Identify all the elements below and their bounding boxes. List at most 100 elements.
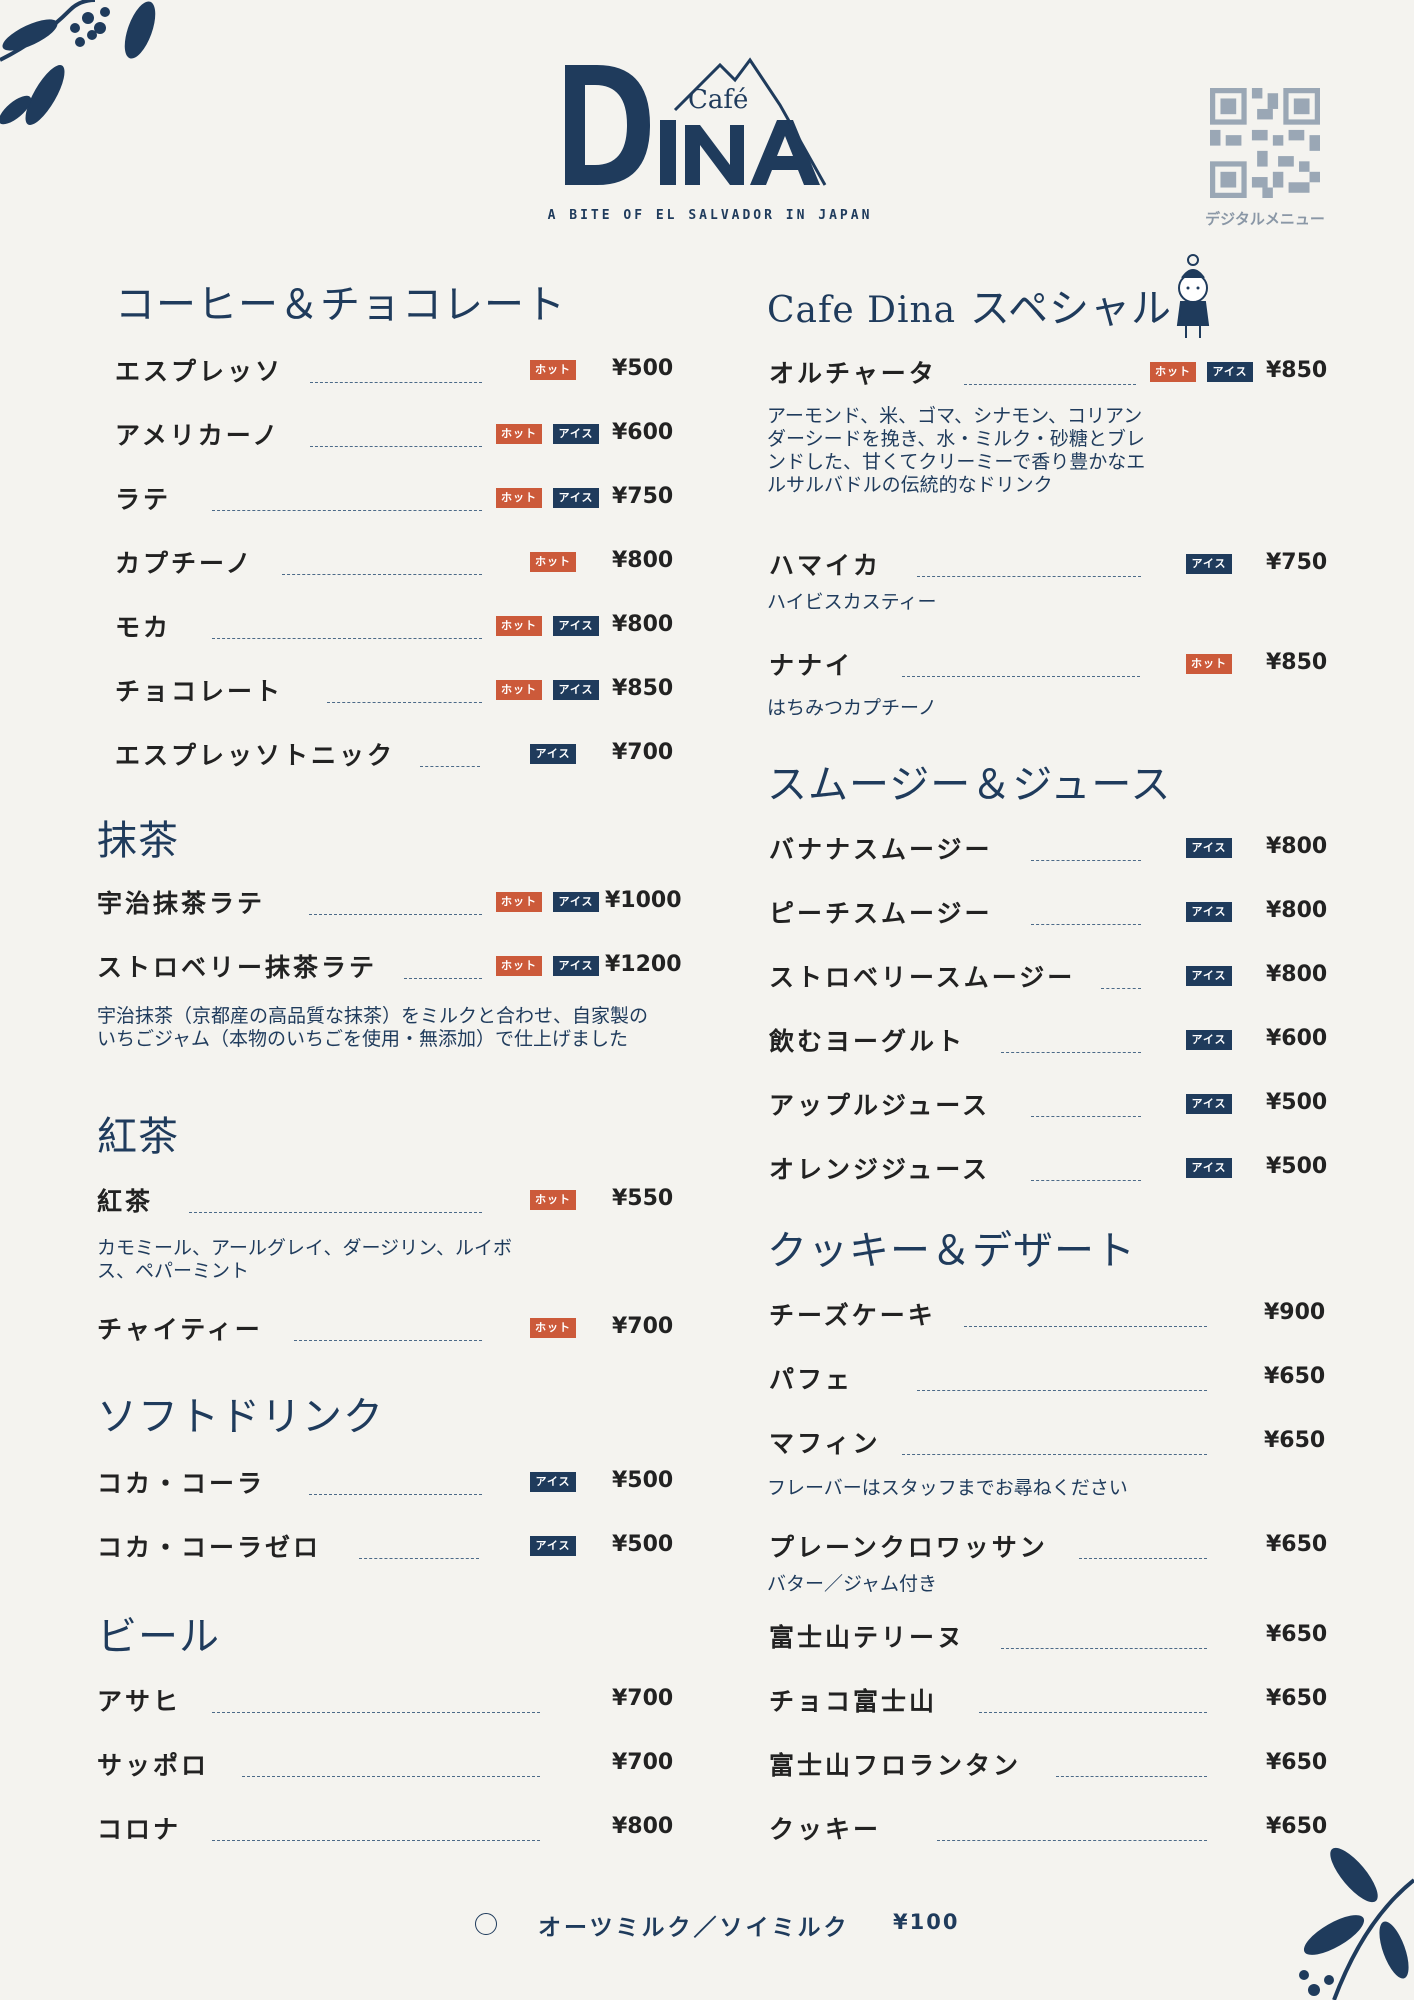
item-name: 富士山フロランタン (769, 1751, 1022, 1780)
item-description: 宇治抹茶（京都産の高品質な抹茶）をミルクと合わせ、自家製のいちごジャム（本物のい… (97, 1005, 649, 1050)
item-price: ¥800 (1266, 962, 1328, 987)
section-title-coffee: コーヒー＆チョコレート (115, 282, 566, 328)
leader-line (309, 1494, 482, 1495)
item-name: アメリカーノ (115, 421, 281, 450)
milk-option-name: オーツミルク／ソイミルク (538, 1915, 850, 1941)
ice-badge: アイス (530, 1472, 576, 1492)
leader-line (917, 576, 1141, 577)
item-description: ハイビスカスティー (767, 591, 937, 613)
item-price: ¥850 (612, 676, 674, 701)
item-price: ¥700 (612, 1314, 674, 1339)
milk-option-price: ¥100 (893, 1910, 960, 1934)
special-title-jp: スペシャル (969, 286, 1173, 332)
item-name: サッポロ (97, 1751, 210, 1780)
option-checkbox[interactable] (475, 1913, 497, 1935)
leader-line (1031, 1116, 1141, 1117)
item-price: ¥650 (1266, 1622, 1328, 1647)
leader-line (189, 1212, 482, 1213)
leader-line (310, 382, 482, 383)
item-name: アップルジュース (769, 1091, 991, 1120)
ice-badge: アイス (1186, 1094, 1232, 1114)
ice-badge: アイス (553, 956, 599, 976)
hot-badge: ホット (530, 552, 576, 572)
item-name: ストロベリー抹茶ラテ (97, 953, 378, 982)
hot-badge: ホット (496, 424, 542, 444)
coffee-branch-illustration (0, 0, 156, 125)
item-price: ¥850 (1266, 650, 1328, 675)
qr-code[interactable] (1210, 88, 1320, 198)
ice-badge: アイス (553, 424, 599, 444)
ice-badge: アイス (1186, 1158, 1232, 1178)
item-price: ¥600 (612, 420, 674, 445)
hot-badge: ホット (496, 956, 542, 976)
leader-line (964, 384, 1136, 385)
item-name: ストロベリースムージー (769, 963, 1076, 992)
section-title-beer: ビール (97, 1614, 220, 1660)
item-name: モカ (115, 613, 172, 642)
item-price: ¥700 (612, 1686, 674, 1711)
item-name: チョコ富士山 (769, 1687, 938, 1716)
item-name: ピーチスムージー (769, 899, 993, 928)
item-price: ¥800 (612, 548, 674, 573)
item-description: バター／ジャム付き (767, 1573, 938, 1595)
ice-badge: アイス (530, 1536, 576, 1556)
leader-line (1031, 924, 1141, 925)
leader-line (964, 1326, 1207, 1327)
item-price: ¥500 (612, 1532, 674, 1557)
hot-badge: ホット (496, 616, 542, 636)
logo-cafe-text: Café (688, 85, 748, 115)
leader-line (1056, 1776, 1207, 1777)
ice-badge: アイス (553, 892, 599, 912)
cafe-dina-logo: Café (565, 57, 827, 186)
leader-line (310, 446, 482, 447)
qr-label: デジタルメニュー (1205, 210, 1325, 228)
item-name: クッキー (769, 1815, 882, 1844)
leader-line (212, 510, 482, 511)
section-title-special: Cafe Dina スペシャル (767, 276, 1172, 334)
hot-badge: ホット (496, 680, 542, 700)
mascot-illustration (1176, 254, 1210, 338)
ice-badge: アイス (1186, 902, 1232, 922)
hot-badge: ホット (1186, 654, 1232, 674)
leader-line (1001, 1052, 1141, 1053)
item-price: ¥550 (612, 1186, 674, 1211)
item-name: 飲むヨーグルト (769, 1027, 966, 1056)
item-name: オルチャータ (769, 359, 937, 388)
item-description: フレーバーはスタッフまでお尋ねください (767, 1477, 1128, 1499)
item-name: マフィン (769, 1429, 881, 1458)
item-name: ラテ (115, 485, 172, 514)
leader-line (327, 702, 482, 703)
ice-badge: アイス (553, 488, 599, 508)
item-name: オレンジジュース (769, 1155, 991, 1184)
item-description: カモミール、アールグレイ、ダージリン、ルイボス、ペパーミント (97, 1237, 512, 1282)
item-price: ¥800 (1266, 898, 1328, 923)
item-name: コロナ (97, 1815, 182, 1844)
item-name: チョコレート (115, 677, 284, 706)
leader-line (1101, 988, 1141, 989)
hot-badge: ホット (496, 488, 542, 508)
leader-line (212, 1840, 540, 1841)
item-price: ¥650 (1266, 1686, 1328, 1711)
item-price: ¥650 (1266, 1532, 1328, 1557)
item-price: ¥750 (612, 484, 674, 509)
item-price: ¥750 (1266, 550, 1328, 575)
leader-line (902, 676, 1140, 677)
leader-line (1031, 860, 1141, 861)
item-name: ナナイ (769, 651, 854, 680)
item-name: コカ・コーラゼロ (97, 1533, 322, 1562)
section-title-tea: 紅茶 (97, 1114, 179, 1160)
item-name: プレーンクロワッサン (769, 1533, 1048, 1562)
ice-badge: アイス (1207, 362, 1253, 382)
item-price: ¥650 (1266, 1814, 1328, 1839)
section-title-matcha: 抹茶 (97, 818, 179, 864)
item-price: ¥850 (1266, 358, 1328, 383)
ice-badge: アイス (1186, 1030, 1232, 1050)
item-description: アーモンド、米、ゴマ、シナモン、コリアンダーシードを挽き、水・ミルク・砂糖とブレ… (767, 405, 1146, 496)
item-name: 紅茶 (97, 1187, 154, 1216)
item-name: 富士山テリーヌ (769, 1623, 966, 1652)
item-price: ¥800 (612, 1814, 674, 1839)
leader-line (1079, 1558, 1207, 1559)
item-name: エスプレッソトニック (115, 741, 396, 770)
leader-line (309, 914, 482, 915)
item-name: ハマイカ (769, 551, 882, 580)
